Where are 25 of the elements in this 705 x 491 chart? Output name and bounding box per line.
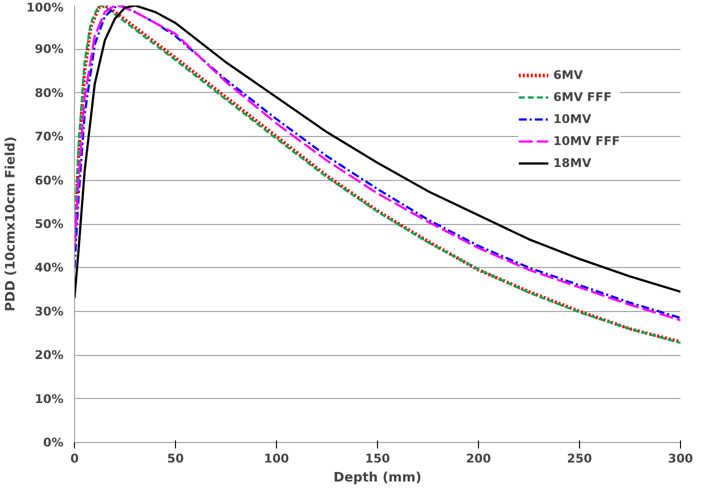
x-tick-label: 50 — [167, 452, 184, 466]
x-tick-label: 300 — [668, 452, 694, 466]
legend-label: 6MV — [553, 68, 583, 82]
y-axis-title: PDD (10cmx10cm Field) — [3, 136, 18, 312]
x-axis-title: Depth (mm) — [334, 470, 422, 486]
y-tick-label: 50% — [34, 217, 64, 231]
y-tick-label: 100% — [26, 0, 64, 14]
legend-label: 10MV — [553, 112, 592, 126]
x-tick-label: 200 — [466, 452, 492, 466]
y-tick-label: 10% — [34, 392, 64, 406]
y-tick-label: 20% — [34, 348, 64, 362]
legend-label: 18MV — [553, 156, 592, 170]
y-tick-label: 40% — [34, 260, 64, 275]
y-tick-label: 90% — [34, 42, 64, 56]
y-tick-label: 0% — [43, 436, 64, 450]
x-tick-label: 100 — [264, 452, 290, 466]
y-tick-label: 80% — [34, 86, 64, 100]
x-tick-label: 150 — [364, 452, 390, 466]
legend-label: 10MV FFF — [553, 134, 620, 148]
x-tick-label: 0 — [70, 452, 79, 466]
legend-label: 6MV FFF — [553, 90, 612, 104]
x-tick-label: 250 — [566, 452, 592, 466]
y-tick-label: 70% — [34, 130, 64, 144]
y-tick-label: 60% — [34, 173, 64, 188]
y-tick-label: 30% — [34, 304, 64, 318]
